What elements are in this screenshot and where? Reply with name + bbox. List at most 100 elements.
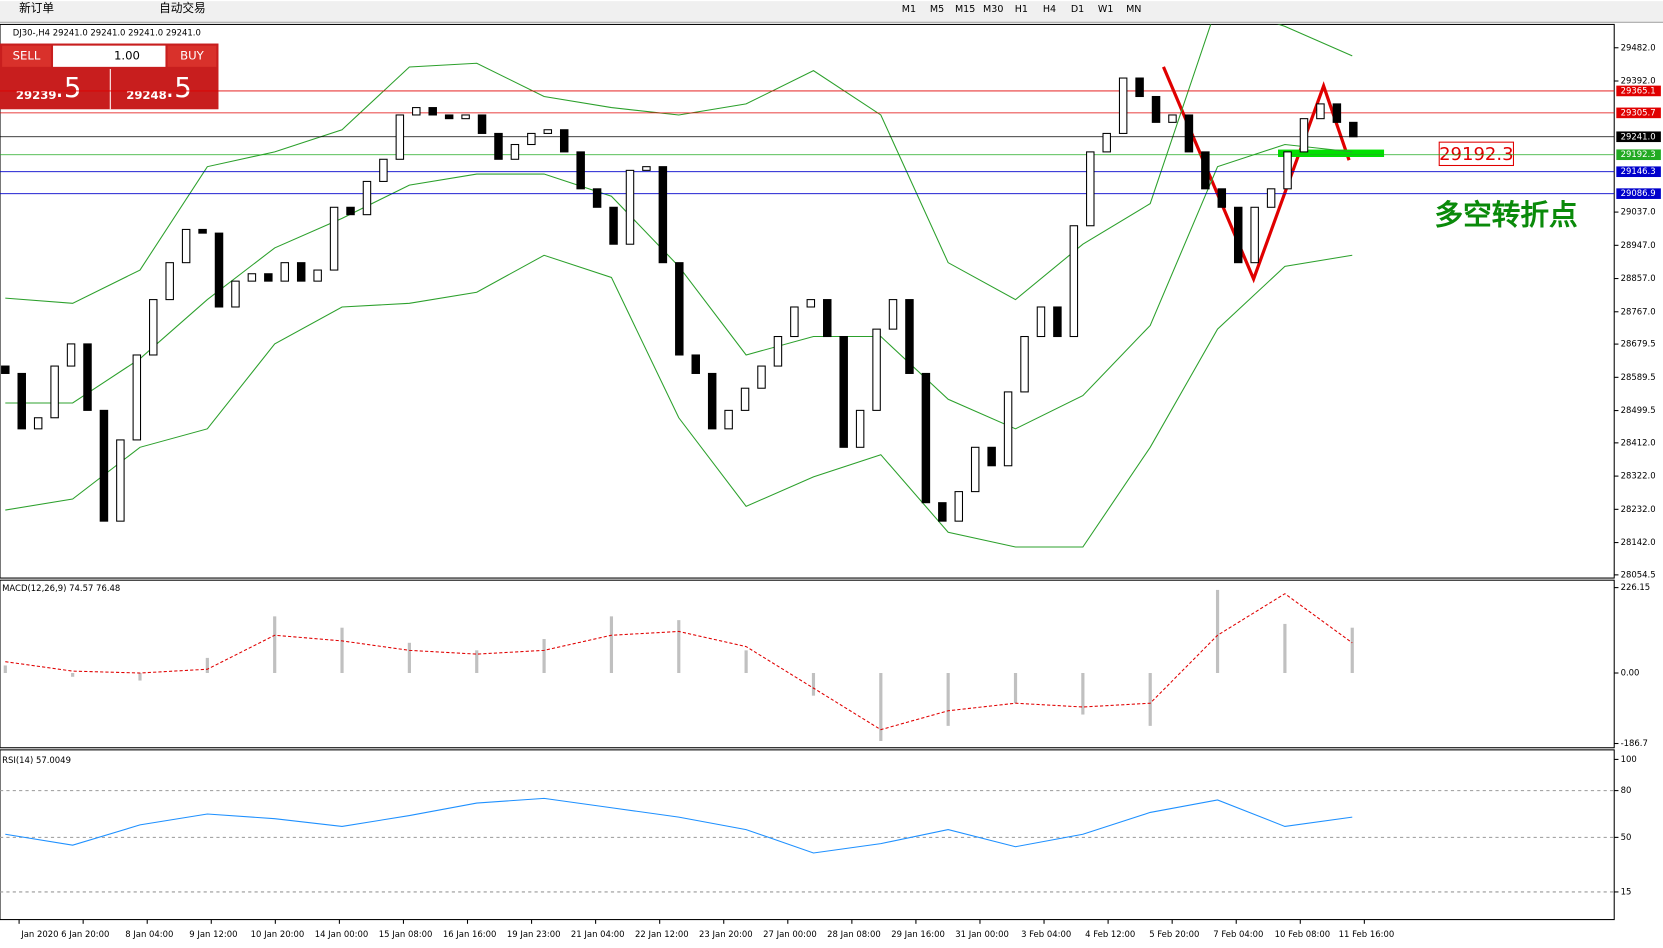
candle	[116, 439, 125, 522]
y-tick-label: 28589.5	[1621, 372, 1656, 382]
candle	[181, 228, 191, 264]
x-tick-label: 15 Jan 08:00	[379, 929, 433, 939]
candle	[412, 107, 421, 116]
level-label: 29241.0	[1621, 131, 1656, 141]
level-label: 29365.1	[1621, 85, 1656, 95]
timeframe-button[interactable]: M5	[930, 4, 944, 15]
candle	[1332, 103, 1342, 123]
candle	[149, 299, 158, 356]
macd-bar	[475, 650, 479, 674]
candle	[1, 365, 10, 374]
lots-value[interactable]: 1.00	[114, 49, 140, 63]
x-tick-label: 22 Jan 12:00	[635, 929, 689, 939]
timeframe-button[interactable]: W1	[1098, 4, 1113, 15]
timeframe-button[interactable]: M15	[955, 4, 975, 15]
sell-price[interactable]: 29239	[16, 88, 57, 102]
candle	[1151, 95, 1161, 123]
candle	[428, 107, 437, 116]
candle	[839, 335, 848, 448]
candle	[1217, 188, 1227, 208]
auto-trading-button[interactable]: 自动交易	[159, 1, 206, 15]
x-tick-label: 9 Jan 12:00	[189, 929, 237, 939]
candle	[675, 262, 684, 356]
candle	[905, 299, 914, 374]
candle	[1201, 151, 1210, 190]
candle	[1250, 206, 1259, 264]
candle	[1283, 151, 1292, 190]
candle	[231, 280, 240, 308]
buy-pip[interactable]: .5	[165, 71, 191, 104]
macd-bar	[744, 650, 748, 674]
candle	[855, 409, 865, 448]
macd-bar	[677, 620, 681, 674]
candle	[17, 372, 26, 430]
y-tick-label: 226.15	[1621, 582, 1651, 592]
y-tick-label: 28767.0	[1621, 306, 1656, 316]
candle	[313, 269, 322, 282]
candle	[264, 273, 273, 282]
candle	[576, 151, 585, 190]
macd-bar	[138, 673, 142, 681]
macd-bar	[1350, 627, 1354, 674]
x-tick-label: 4 Feb 12:00	[1085, 929, 1135, 939]
timeframe-button[interactable]: H1	[1015, 4, 1028, 15]
y-tick-label: 28499.5	[1621, 405, 1656, 415]
candle	[790, 306, 799, 338]
x-tick-label: 29 Jan 16:00	[891, 929, 945, 939]
candle	[1184, 114, 1194, 153]
y-tick-label: 29037.0	[1621, 207, 1656, 217]
y-tick-label: 15	[1621, 886, 1632, 896]
macd-bar	[879, 673, 883, 741]
candle	[1135, 77, 1144, 98]
timeframe-button[interactable]: MN	[1126, 4, 1141, 15]
x-tick-label: 23 Jan 20:00	[699, 929, 753, 939]
timeframe-button[interactable]: M30	[983, 4, 1003, 15]
macd-bar	[1013, 673, 1018, 704]
timeframe-button[interactable]: M1	[902, 4, 916, 15]
candle	[280, 262, 290, 282]
candle	[379, 158, 388, 182]
candle	[1266, 188, 1276, 208]
macd-bar	[205, 657, 209, 674]
macd-bar	[3, 665, 7, 674]
x-tick-label: 10 Feb 08:00	[1275, 929, 1331, 939]
y-tick-label: 0.00	[1621, 668, 1640, 678]
macd-area	[0, 579, 1615, 749]
candle	[66, 343, 76, 367]
y-tick-label: 100	[1621, 754, 1637, 764]
sell-label[interactable]: SELL	[13, 49, 41, 63]
candle	[1003, 391, 1013, 467]
level-label: 29192.3	[1621, 149, 1656, 159]
candle	[707, 372, 717, 430]
buy-button[interactable]	[167, 45, 217, 67]
macd-bar	[1283, 623, 1287, 674]
toolbar	[0, 1, 1663, 23]
timeframe-button[interactable]: D1	[1071, 4, 1084, 15]
candle	[198, 228, 207, 234]
sell-button[interactable]	[2, 45, 51, 67]
new-order-button[interactable]: 新订单	[19, 1, 54, 15]
annotation-text: 多空转折点	[1434, 197, 1577, 231]
timeframe-button[interactable]: H4	[1043, 4, 1056, 15]
candle	[1299, 118, 1309, 153]
y-tick-label: 28857.0	[1621, 273, 1656, 283]
candle	[872, 328, 881, 411]
sell-pip[interactable]: .5	[55, 71, 81, 104]
x-tick-label: 27 Jan 00:00	[763, 929, 817, 939]
x-tick-label: 6 Jan 20:00	[61, 929, 109, 939]
buy-price[interactable]: 29248	[126, 88, 167, 102]
candle	[461, 114, 470, 120]
candle	[395, 114, 405, 160]
trade-panel: SELL 1.00 BUY 29239 .5 29248 .5	[0, 43, 219, 110]
buy-label[interactable]: BUY	[180, 49, 205, 63]
candle	[527, 132, 536, 146]
candle	[1102, 132, 1111, 153]
macd-bar	[1215, 589, 1220, 674]
candle	[642, 166, 651, 171]
x-tick-label: 31 Jan 00:00	[955, 929, 1009, 939]
lots-input[interactable]	[53, 45, 166, 67]
y-tick-label: 28054.5	[1621, 569, 1656, 579]
candle	[1349, 121, 1358, 138]
candle	[625, 169, 635, 245]
